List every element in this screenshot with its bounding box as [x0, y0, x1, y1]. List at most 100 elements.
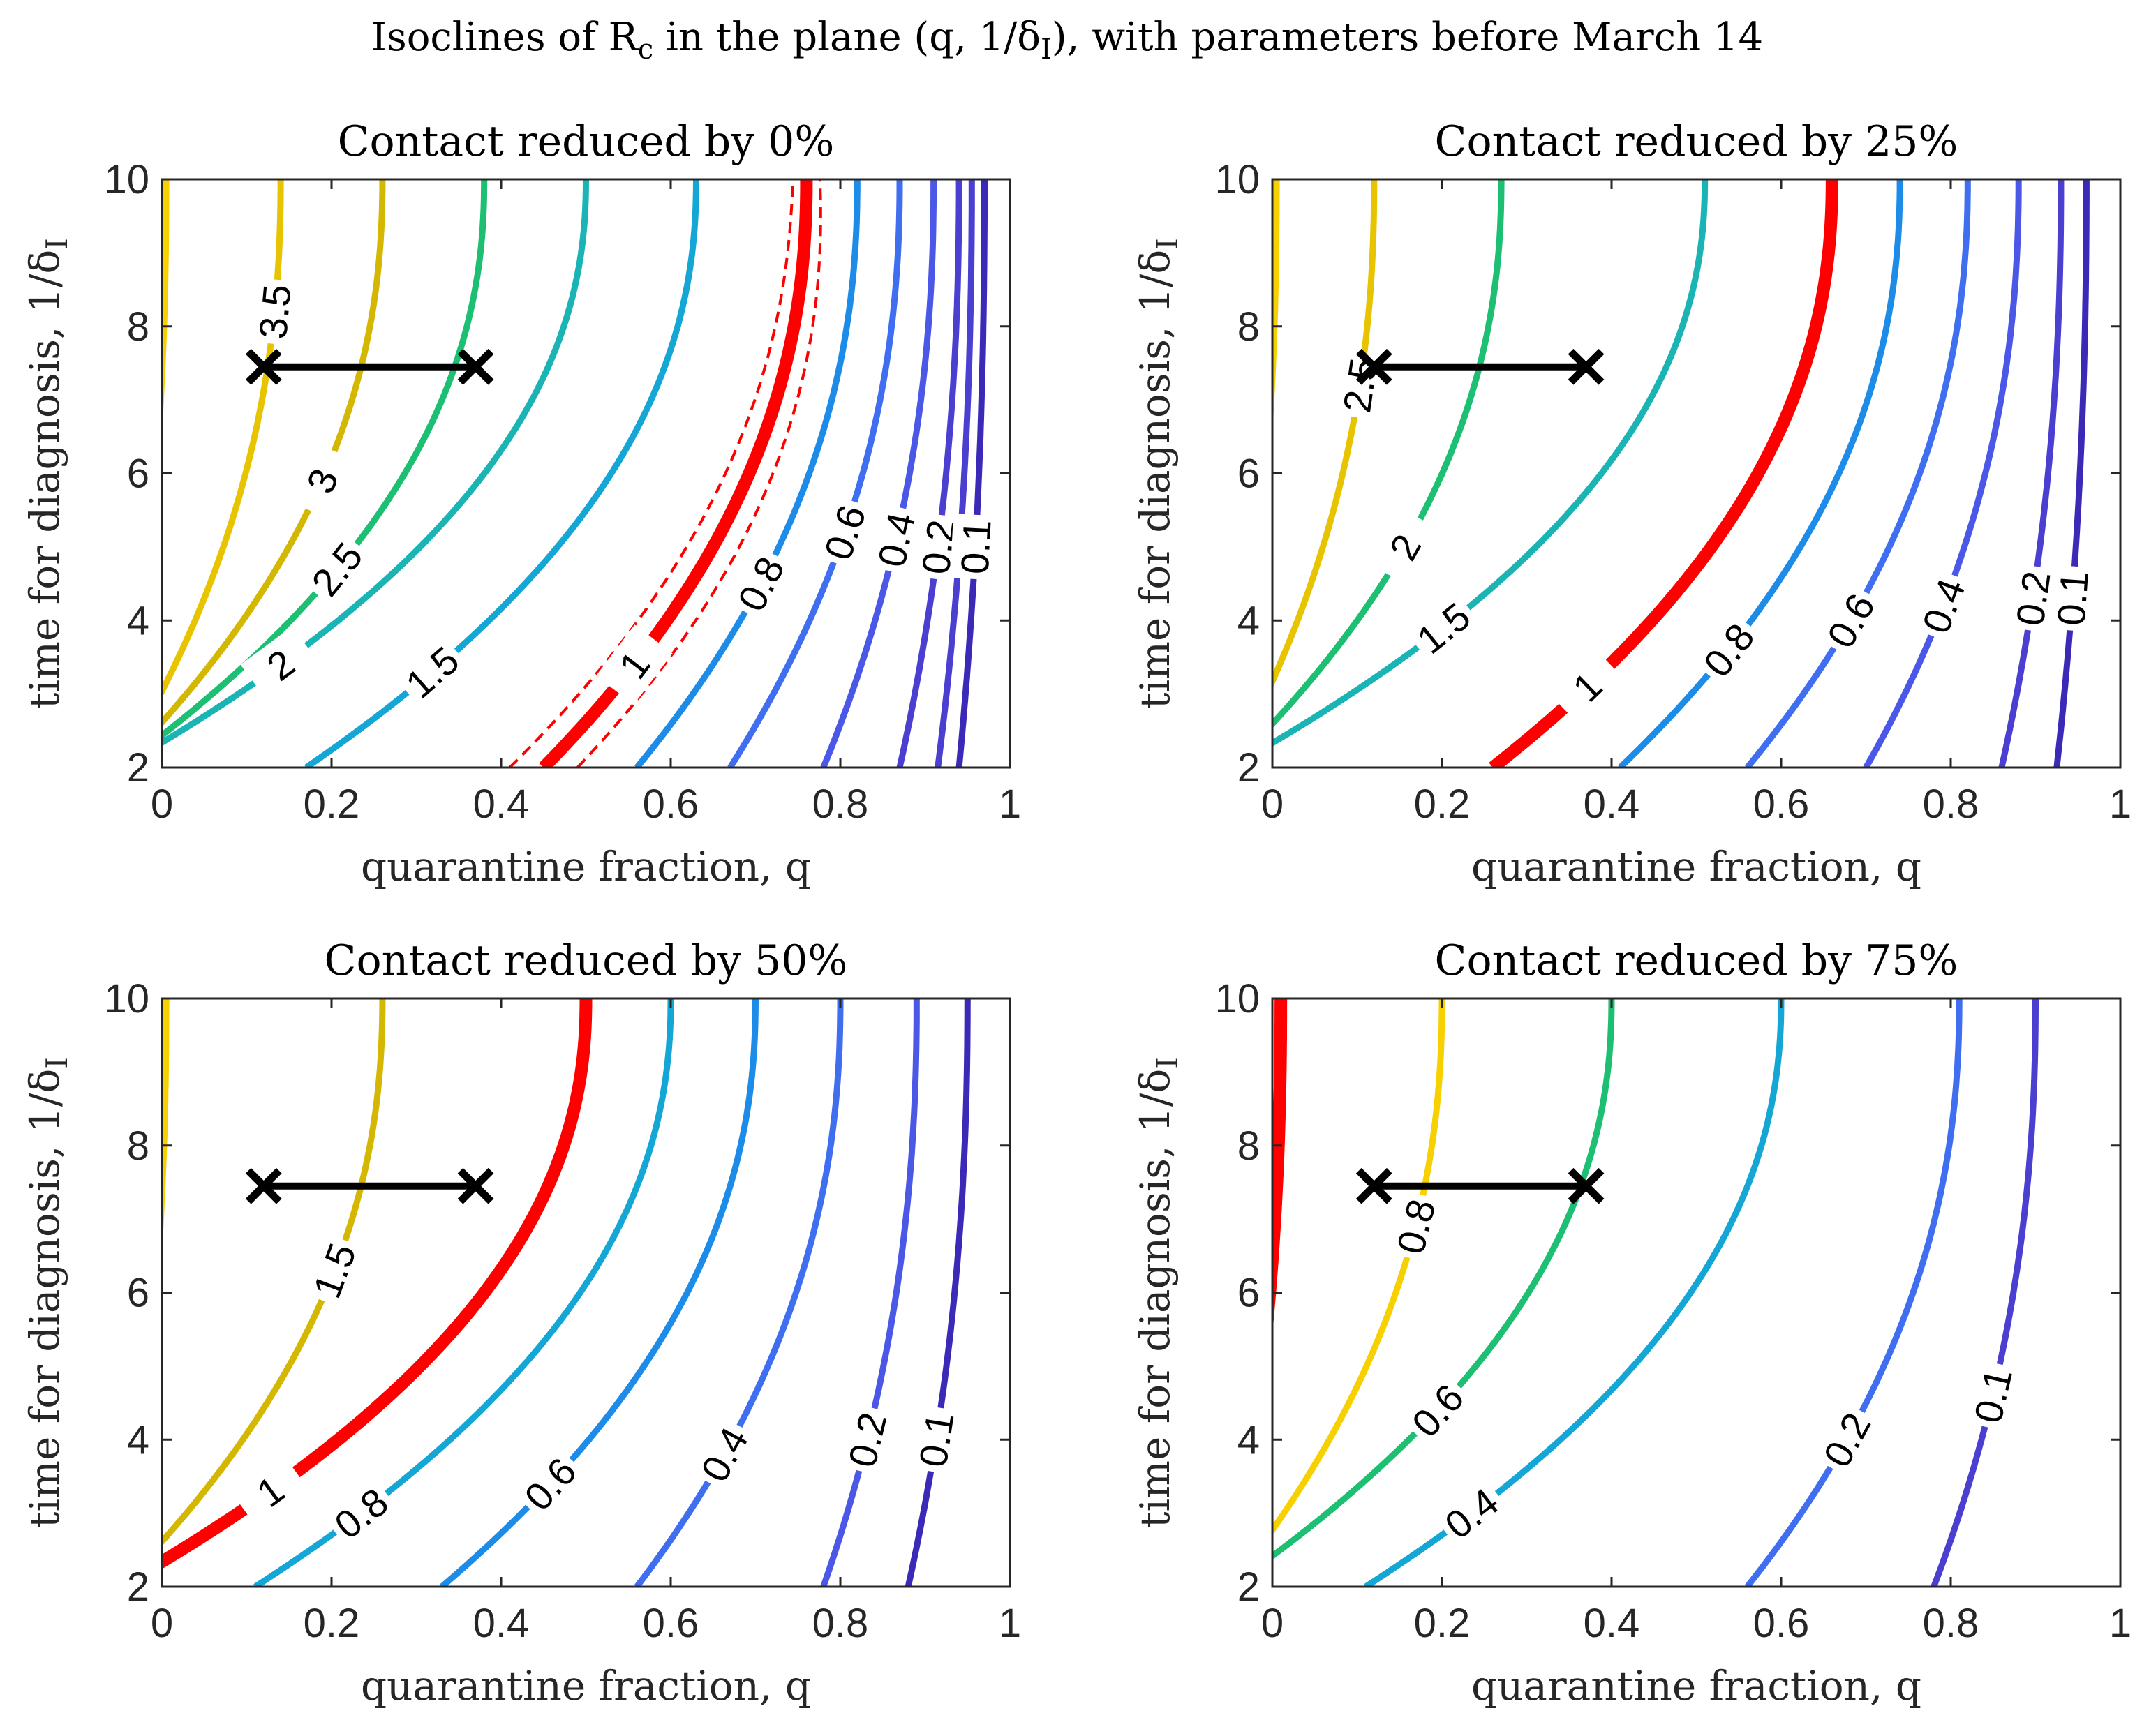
plot-area: 3.532.52 1.5 10.80.60.40.20.1 — [162, 179, 1001, 768]
isocline-0.8 — [634, 179, 861, 768]
y-tick-label: 8 — [127, 304, 149, 350]
x-tick-label: 0.6 — [643, 781, 699, 827]
isocline-label: 3.5 — [251, 283, 299, 341]
isocline-label: 0.1 — [2048, 570, 2096, 627]
isocline-label-group: 0.8 — [1385, 1190, 1447, 1264]
isocline-label: 0.4 — [1436, 1479, 1506, 1548]
label-gap — [240, 626, 321, 703]
y-tick-label: 6 — [1237, 451, 1260, 497]
label-gap — [321, 1474, 401, 1552]
label-gap — [288, 442, 357, 520]
isocline-label: 0.6 — [1818, 586, 1883, 655]
y-axis-label: time for diagnosis, 1/δI — [21, 1057, 74, 1528]
isocline-label-group: 1.5 — [1403, 589, 1484, 667]
x-tick-label: 0 — [1261, 1601, 1284, 1646]
panel-4: 0.80.60.40.20.10 0.2 0.4 0.6 0.8 1246810Conta… — [1131, 936, 2132, 1709]
isocline-label-group: 0.1 — [2046, 564, 2099, 632]
label-gap — [1368, 507, 1441, 587]
label-gap — [1398, 1370, 1477, 1451]
label-gap — [1403, 589, 1484, 667]
x-tick-label: 1 — [2109, 781, 2132, 827]
isocline-2 — [1272, 179, 1505, 728]
isocline-label-group: 3 — [288, 442, 357, 520]
isocline-0.15 — [935, 179, 975, 768]
isocline-label-group: 0.1 — [907, 1404, 965, 1475]
x-tick-label: 0.2 — [1414, 781, 1471, 827]
y-tick-label: 10 — [1214, 157, 1260, 202]
isocline-3.5 — [162, 179, 284, 698]
y-tick-label: 8 — [127, 1123, 149, 1169]
x-tick-label: 0.8 — [812, 1601, 869, 1646]
isocline-2 — [162, 179, 589, 747]
label-gap — [1385, 1190, 1447, 1264]
x-tick-label: 0.6 — [1753, 1601, 1810, 1646]
panels: 3.532.52 1.5 10.80.60.40.20.10 0.2 0.4 0.6 0.8… — [21, 117, 2132, 1709]
panel-title: Contact reduced by 0% — [338, 117, 835, 166]
y-tick-label: 2 — [1237, 745, 1260, 791]
isocline-0.1 — [1931, 998, 2039, 1587]
isocline-label-group: 0.8 — [321, 1474, 401, 1552]
y-tick-label: 8 — [1237, 1123, 1260, 1169]
isocline-0.2 — [820, 998, 920, 1587]
isocline-label-group: 0.1 — [1962, 1359, 2023, 1432]
isocline-0.8 — [1272, 998, 1445, 1536]
end-marker — [1568, 1167, 1605, 1204]
label-gap — [300, 1232, 368, 1309]
isocline-1 — [1272, 998, 1288, 1335]
start-marker — [245, 1167, 282, 1204]
label-gap — [595, 624, 673, 705]
end-marker — [457, 1167, 494, 1204]
isocline-0.4 — [634, 998, 844, 1587]
isocline-4 — [162, 179, 170, 435]
isocline-1 — [1489, 179, 1838, 768]
isocline-2 — [162, 998, 170, 1254]
label-gap — [907, 1404, 965, 1475]
isocline-label-group: 0.4 — [1910, 567, 1977, 645]
isocline-2.5 — [162, 179, 488, 740]
x-tick-label: 0.6 — [643, 1601, 699, 1646]
isocline-2.5 — [1272, 179, 1378, 689]
x-tick-label: 0.4 — [1584, 781, 1640, 827]
y-axis-label: time for diagnosis, 1/δI — [1131, 238, 1184, 709]
label-gap — [248, 277, 302, 346]
y-tick-label: 4 — [1237, 1417, 1260, 1462]
x-tick-label: 0.6 — [1753, 781, 1810, 827]
isocline-0.6 — [1744, 179, 1971, 768]
isocline-0.1 — [2053, 179, 2090, 768]
isocline-label-group: 2 — [1368, 507, 1441, 587]
axes-box — [1271, 997, 2122, 1588]
x-tick-label: 0 — [151, 1601, 173, 1646]
x-tick-label: 0.4 — [473, 781, 530, 827]
isocline-label-group: 3.5 — [248, 277, 302, 346]
panel-title: Contact reduced by 25% — [1435, 117, 1958, 166]
isocline-label-group: 1 — [1547, 647, 1627, 726]
label-gap — [865, 503, 926, 576]
y-tick-label: 10 — [1214, 976, 1260, 1022]
y-tick-label: 8 — [1237, 304, 1260, 350]
isocline-label: 0.1 — [911, 1409, 962, 1469]
y-tick-label: 6 — [1237, 1271, 1260, 1316]
label-gap — [1810, 1400, 1883, 1479]
y-tick-label: 10 — [104, 157, 149, 202]
y-tick-label: 6 — [127, 451, 149, 497]
isocline-label-group: 0.1 — [950, 514, 1001, 581]
x-axis-label: quarantine fraction, q — [361, 1662, 811, 1709]
plot-area: 2.521.510.8 0.6 0.4 0.20.1 — [1272, 179, 2099, 768]
y-axis-label: time for diagnosis, 1/δI — [1131, 1057, 1184, 1528]
label-gap — [1690, 610, 1767, 690]
isocline-0.4 — [820, 179, 937, 768]
isocline-label: 0.8 — [326, 1479, 396, 1548]
isocline-3 — [1272, 179, 1280, 435]
start-marker — [1355, 348, 1392, 385]
isocline-label-group: 0.2 — [1810, 1400, 1883, 1479]
isocline-label-group: 2 — [240, 626, 321, 703]
label-gap — [2046, 564, 2099, 632]
isocline-1 — [539, 179, 813, 768]
confidence-band-line — [508, 179, 794, 768]
end-marker — [457, 348, 494, 385]
panel-title: Contact reduced by 50% — [325, 936, 848, 985]
label-gap — [1547, 647, 1627, 726]
label-gap — [230, 1453, 311, 1529]
x-tick-label: 0 — [1261, 781, 1284, 827]
